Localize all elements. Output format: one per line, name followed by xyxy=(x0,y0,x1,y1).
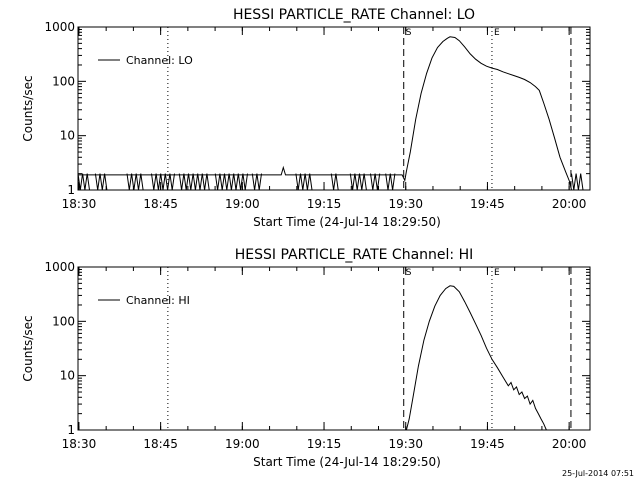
x-tick-label: 19:15 xyxy=(307,197,342,211)
series-noise xyxy=(214,173,248,191)
y-tick-label: 1 xyxy=(67,183,75,197)
x-tick-label: 18:30 xyxy=(62,437,97,451)
series-noise xyxy=(251,173,262,191)
chart-title: HESSI PARTICLE_RATE Channel: HI xyxy=(235,247,473,263)
x-tick-label: 19:00 xyxy=(225,197,260,211)
series-line xyxy=(78,36,572,191)
x-tick-label: 18:30 xyxy=(62,197,97,211)
legend-label: Channel: HI xyxy=(126,294,190,307)
x-tick-label: 19:00 xyxy=(225,437,260,451)
y-tick-label: 1 xyxy=(67,423,75,437)
x-axis-label: Start Time (24-Jul-14 18:29:50) xyxy=(253,215,441,229)
series-noise xyxy=(571,173,584,191)
panel-hi: HESSI PARTICLE_RATE Channel: HI Counts/se… xyxy=(21,247,591,469)
series-noise xyxy=(126,173,144,191)
x-tick-label: 19:45 xyxy=(470,197,505,211)
marker-label: E xyxy=(494,268,500,278)
series-noise xyxy=(370,173,381,191)
series-noise xyxy=(94,173,108,191)
marker-label: E xyxy=(494,28,500,38)
x-tick-label: 19:30 xyxy=(388,437,423,451)
chart-title: HESSI PARTICLE_RATE Channel: LO xyxy=(233,7,475,23)
y-axis-label: Counts/sec xyxy=(21,75,35,141)
footer-timestamp: 25-Jul-2014 07:51 xyxy=(561,469,634,478)
x-tick-label: 19:45 xyxy=(470,437,505,451)
x-tick-label: 19:30 xyxy=(388,197,423,211)
series-line xyxy=(405,285,547,431)
series-noise xyxy=(330,173,339,191)
y-tick-label: 1000 xyxy=(44,20,75,34)
y-tick-label: 10 xyxy=(60,369,75,383)
x-tick-label: 19:15 xyxy=(307,437,342,451)
y-tick-label: 10 xyxy=(60,129,75,143)
panel-lo: HESSI PARTICLE_RATE Channel: LO Counts/se… xyxy=(21,7,591,229)
legend-label: Channel: LO xyxy=(126,54,193,67)
y-tick-label: 100 xyxy=(52,74,75,88)
y-axis-label: Counts/sec xyxy=(21,315,35,381)
x-tick-label: 18:45 xyxy=(143,437,178,451)
y-tick-label: 1000 xyxy=(44,260,75,274)
series-noise xyxy=(178,173,210,191)
plot-frame xyxy=(77,266,591,431)
marker-label: S xyxy=(406,28,412,38)
series-noise xyxy=(349,173,367,191)
plot-frame xyxy=(77,26,591,191)
marker-label: S xyxy=(406,268,412,278)
x-tick-label: 20:00 xyxy=(552,437,587,451)
x-axis-label: Start Time (24-Jul-14 18:29:50) xyxy=(253,455,441,469)
x-tick-label: 20:00 xyxy=(552,197,587,211)
series-noise xyxy=(77,173,90,191)
y-tick-label: 100 xyxy=(52,314,75,328)
x-tick-label: 18:45 xyxy=(143,197,178,211)
series-noise xyxy=(295,173,313,191)
series-noise xyxy=(385,173,396,191)
series-noise xyxy=(151,173,175,191)
